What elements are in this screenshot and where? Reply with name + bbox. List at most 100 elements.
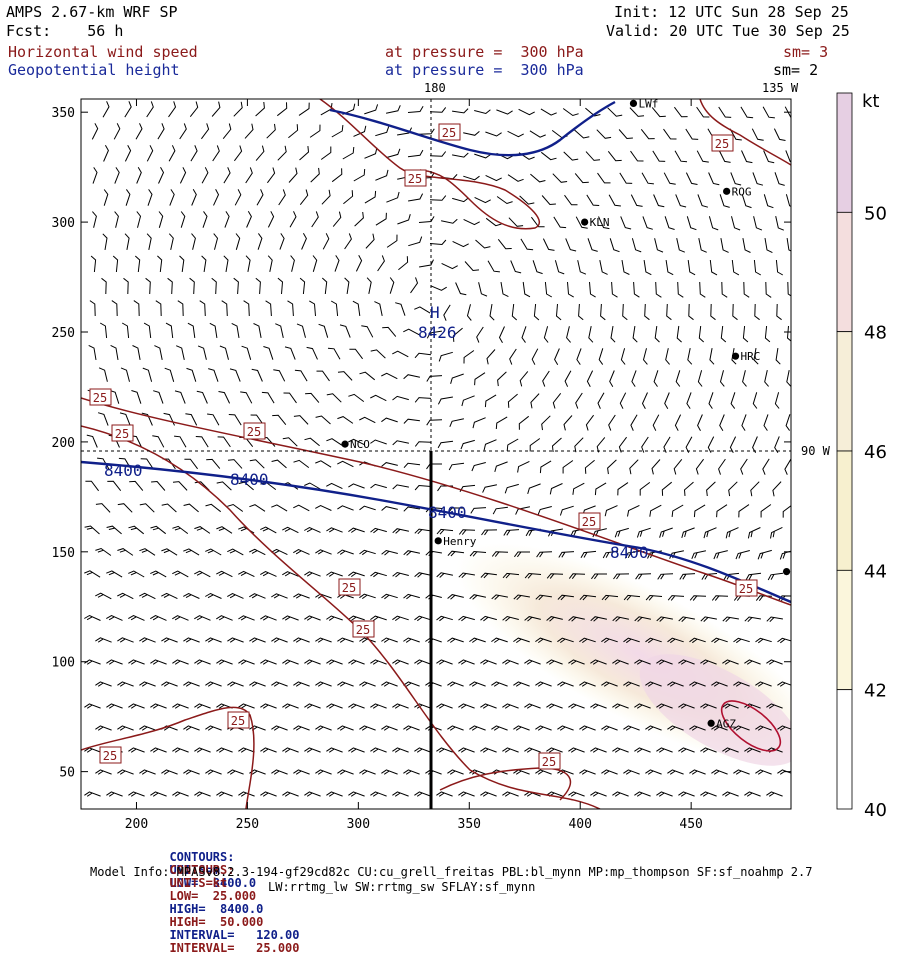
- wind-barb: [132, 345, 141, 360]
- wind-barb: [124, 233, 130, 250]
- wind-barb: [744, 659, 761, 665]
- wind-barb: [718, 106, 732, 118]
- wind-barb: [205, 503, 222, 513]
- wind-barb: [327, 347, 341, 360]
- wind-barb: [326, 527, 343, 533]
- wind-barb: [742, 325, 749, 343]
- wind-barb: [146, 233, 152, 250]
- wind-barb: [755, 637, 772, 644]
- wind-barb: [169, 189, 175, 206]
- wind-barb: [304, 747, 321, 753]
- wind-barb: [497, 238, 512, 250]
- wind-barb: [785, 194, 791, 207]
- wind-barb: [97, 457, 110, 470]
- wind-barb: [611, 281, 618, 298]
- wind-barb: [282, 791, 299, 797]
- wind-barb: [158, 167, 165, 184]
- wind-barb: [775, 259, 784, 276]
- wind-barb: [403, 374, 421, 380]
- wind-barb: [249, 681, 266, 687]
- wind-barb: [678, 659, 695, 665]
- wind-barb: [208, 368, 219, 382]
- wind-barb: [656, 703, 673, 709]
- wind-barb: [90, 255, 97, 273]
- wind-barb: [518, 415, 530, 430]
- wind-barb: [304, 703, 321, 709]
- wind-barb: [535, 681, 552, 687]
- wind-barb: [370, 747, 387, 753]
- wind-barb: [623, 725, 640, 731]
- wind-barb: [293, 637, 310, 643]
- wind-barb: [689, 681, 706, 687]
- wind-barb: [564, 194, 578, 206]
- wind-barb: [309, 300, 316, 317]
- wind-barb: [282, 703, 299, 709]
- wind-barb: [287, 300, 294, 317]
- wind-barb: [645, 637, 662, 644]
- colorbar-segment: [836, 331, 853, 452]
- wind-barb: [678, 747, 695, 753]
- wind-barb: [106, 570, 123, 578]
- wind-barb: [370, 615, 387, 622]
- wind-barb: [150, 791, 167, 797]
- wind-barb: [184, 458, 198, 470]
- wind-barb: [591, 573, 607, 580]
- wind-barb: [179, 167, 187, 184]
- wind-barb: [645, 725, 662, 731]
- wind-barb: [191, 233, 196, 250]
- wind-barb: [608, 414, 616, 431]
- wind-barb: [190, 145, 198, 162]
- wind-barb: [389, 277, 395, 294]
- wind-barb: [392, 659, 409, 665]
- wind-barb: [165, 322, 174, 339]
- wind-barb: [128, 659, 145, 665]
- wind-barb: [563, 415, 573, 431]
- wind-barb: [312, 255, 318, 272]
- wind-barb: [205, 592, 222, 599]
- wind-barb: [474, 153, 491, 159]
- wind-barb: [266, 123, 276, 139]
- wind-barb: [485, 217, 502, 227]
- speed-contour-label: 25: [715, 137, 729, 151]
- wind-barb: [447, 637, 464, 643]
- wind-barb: [607, 459, 617, 475]
- wind-barb: [765, 281, 772, 298]
- wind-barb: [326, 571, 343, 577]
- wind-barb: [578, 303, 584, 321]
- height-contour-label: 8400: [610, 543, 649, 562]
- wind-barb: [741, 150, 753, 164]
- station-marker: [707, 719, 715, 727]
- wind-barb: [392, 703, 409, 709]
- wind-barb: [618, 436, 627, 453]
- wind-barb: [290, 255, 295, 272]
- wind-barbs: [84, 101, 791, 797]
- wind-barb: [604, 505, 618, 517]
- wind-barb: [656, 659, 673, 665]
- wind-barb: [777, 725, 791, 731]
- wind-barb: [772, 481, 782, 497]
- height-contour-label: 8400: [104, 461, 143, 480]
- colorbar-level-label: 50: [864, 203, 887, 224]
- wind-barb: [425, 593, 442, 600]
- wind-barb: [381, 417, 398, 423]
- wind-barb: [249, 593, 266, 599]
- speed-label-box: [438, 123, 461, 141]
- wind-barb: [430, 285, 447, 291]
- wind-barb: [520, 238, 534, 251]
- wind-barb: [110, 344, 119, 360]
- wind-barb: [766, 659, 783, 665]
- wind-barb: [455, 282, 467, 296]
- wind-barb: [678, 703, 695, 709]
- wind-barb: [359, 681, 376, 687]
- wind-barb: [174, 435, 187, 448]
- wind-barb: [348, 747, 365, 753]
- wind-barb: [282, 526, 299, 534]
- wind-barb: [234, 189, 242, 206]
- wind-barb: [620, 216, 632, 230]
- colorbar-segment: [836, 689, 853, 810]
- x-tick-label: 350: [458, 817, 481, 832]
- wind-barb: [216, 615, 233, 621]
- wind-barb: [568, 659, 585, 665]
- wind-barb: [596, 437, 606, 453]
- wind-barb: [150, 747, 167, 753]
